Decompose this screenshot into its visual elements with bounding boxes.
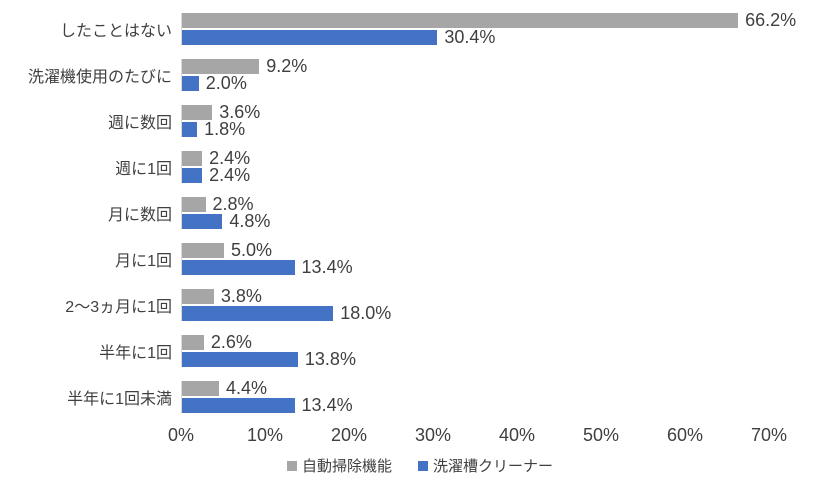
bar-group: 2.6% 13.8% [181,332,770,369]
x-axis-tick: 50% [582,425,620,445]
bar-line: 4.8% [182,211,770,231]
data-label: 1.8% [204,119,246,139]
chart-row: 洗濯機使用のたびに 9.2% 2.0% [0,56,840,93]
bar-line: 30.4% [182,27,770,47]
legend-label: 自動掃除機能 [301,458,392,475]
data-label: 5.0% [231,240,273,260]
bar-line: 2.6% [182,332,770,352]
category-label: したことはない [59,23,172,40]
data-label: 13.8% [304,349,356,369]
data-label: 2.6% [210,332,252,352]
bar-group: 5.0% 13.4% [181,240,770,277]
bar-line: 1.8% [182,119,770,139]
category-label: 2～3ヵ月に1回 [65,299,172,316]
x-axis-tick: 60% [666,425,704,445]
legend-item: 洗濯槽クリーナー [418,455,553,476]
bar-line: 18.0% [182,303,770,323]
bar-series-tub-cleaner [182,306,334,321]
chart-row: 半年に1回 2.6% 13.8% [0,332,840,369]
data-label: 18.0% [340,303,392,323]
chart-row: 月に数回 2.8% 4.8% [0,194,840,231]
data-label: 2.4% [209,165,251,185]
bar-line: 4.4% [182,378,770,398]
bar-line: 2.4% [182,165,770,185]
x-axis-tick: 0% [167,425,195,445]
data-label: 2.0% [205,73,247,93]
bar-line: 13.8% [182,349,770,369]
category-label: 月に数回 [107,207,172,224]
bar-group: 3.8% 18.0% [181,286,770,323]
legend: 自動掃除機能 洗濯槽クリーナー [0,455,840,476]
bar-series-tub-cleaner [182,352,298,367]
bar-series-auto-clean [182,289,214,304]
bar-series-tub-cleaner [182,398,295,413]
bar-series-auto-clean [182,381,219,396]
bar-series-tub-cleaner [182,260,295,275]
data-label: 3.8% [220,286,262,306]
bar-series-auto-clean [182,197,206,212]
bar-group: 3.6% 1.8% [181,102,770,139]
chart-row: 月に1回 5.0% 13.4% [0,240,840,277]
category-label: 半年に1回未満 [67,391,172,408]
data-label: 4.8% [229,211,271,231]
bar-series-auto-clean [182,335,204,350]
legend-label: 洗濯槽クリーナー [433,458,554,475]
category-label: 週に数回 [107,115,172,132]
bar-line: 2.4% [182,148,770,168]
category-label: 半年に1回 [99,345,172,362]
bar-line: 13.4% [182,395,770,415]
data-label: 13.4% [301,395,353,415]
bar-series-auto-clean [182,243,224,258]
bar-line: 3.8% [182,286,770,306]
category-label: 月に1回 [115,253,172,270]
category-label: 洗濯機使用のたびに [27,69,172,86]
legend-item: 自動掃除機能 [286,455,392,476]
bar-line: 66.2% [182,11,796,29]
bar-line: 3.6% [182,102,770,122]
x-axis-tick: 40% [498,425,536,445]
chart-row: 2～3ヵ月に1回 3.8% 18.0% [0,286,840,323]
legend-swatch-icon [418,460,428,471]
bar-series-tub-cleaner [182,30,438,45]
bar-series-tub-cleaner [182,76,199,91]
chart-row: したことはない 66.2% 30.4% [0,11,840,47]
x-axis-tick: 70% [750,425,788,445]
bar-series-auto-clean [182,59,260,74]
bar-series-auto-clean [182,13,739,28]
bar-series-auto-clean [182,105,213,120]
bar-line: 2.0% [182,73,770,93]
bar-series-auto-clean [182,151,203,166]
chart-row: 週に数回 3.6% 1.8% [0,102,840,139]
bar-line: 13.4% [182,257,770,277]
data-label: 13.4% [301,257,353,277]
bar-line: 5.0% [182,240,770,260]
data-label: 2.8% [212,194,254,214]
legend-swatch-icon [286,460,297,471]
data-label: 66.2% [745,10,797,30]
data-label: 4.4% [225,378,267,398]
data-label: 3.6% [219,102,261,122]
x-axis: 0% 10% 20% 30% 40% 50% 60% 70% [168,413,787,451]
x-axis-tick: 30% [414,425,452,445]
bar-series-tub-cleaner [182,168,203,183]
data-label: 9.2% [266,56,308,76]
data-label: 30.4% [444,27,496,47]
chart-row: 週に1回 2.4% 2.4% [0,148,840,185]
bar-group: 4.4% 13.4% [181,378,770,415]
data-label: 2.4% [209,148,251,168]
bar-group: 66.2% 30.4% [181,11,796,47]
chart-row: 半年に1回未満 4.4% 13.4% [0,378,840,415]
bar-line: 2.8% [182,194,770,214]
bar-series-tub-cleaner [182,214,223,229]
bar-group: 9.2% 2.0% [181,56,770,93]
plot-area: したことはない 66.2% 30.4% 洗濯機使用のたびに 9.2% 2.0% 週に数回 3.… [0,11,840,415]
category-label: 週に1回 [115,161,172,178]
bar-series-tub-cleaner [182,122,198,137]
x-axis-tick: 10% [246,425,284,445]
x-axis-tick: 20% [330,425,368,445]
bar-group: 2.4% 2.4% [181,148,770,185]
bar-line: 9.2% [182,56,770,76]
bar-group: 2.8% 4.8% [181,194,770,231]
